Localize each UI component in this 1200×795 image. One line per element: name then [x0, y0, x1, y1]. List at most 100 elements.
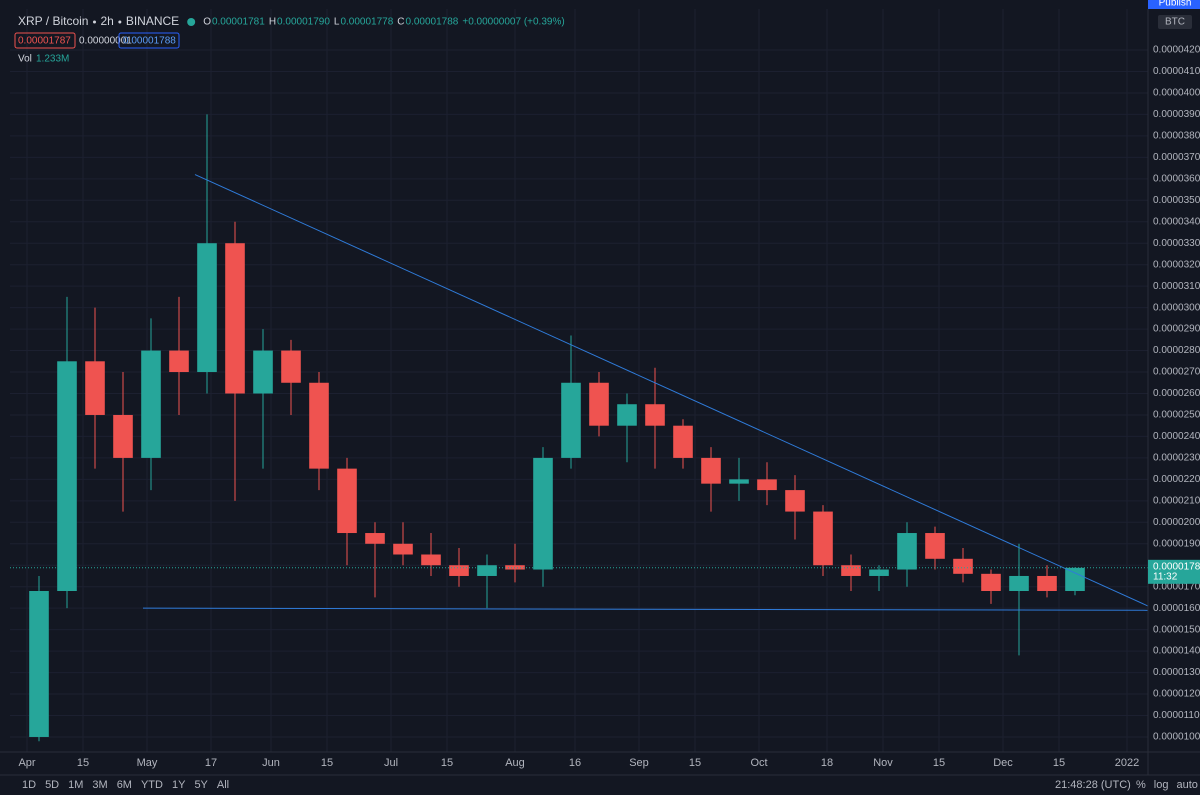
candle-body [477, 565, 497, 576]
separator-dot [118, 20, 122, 24]
last-price-label: 0.00001788 [1153, 561, 1200, 572]
timeframe-button[interactable]: 3M [92, 779, 107, 791]
candle-body [1009, 575, 1029, 591]
timeframe-button[interactable]: 1M [68, 779, 83, 791]
x-tick-label: 2022 [1115, 757, 1139, 769]
timeframe-button[interactable]: 6M [117, 779, 132, 791]
volume-label: Vol [18, 54, 32, 65]
y-tick-label: 0.00004200 [1153, 45, 1200, 56]
timeframe-button[interactable]: YTD [141, 779, 163, 791]
x-tick-label: Apr [18, 757, 35, 769]
bid: 0.00001787 [18, 36, 71, 47]
candle-body [841, 565, 861, 576]
x-tick-label: 17 [205, 757, 217, 769]
ask: 0.00001788 [123, 36, 176, 47]
candle-body [673, 425, 693, 458]
ohlc-value: 0.00001788 [406, 17, 459, 28]
currency-label[interactable]: BTC [1165, 17, 1185, 28]
publish-label[interactable]: Publish [1159, 0, 1192, 9]
candle-body [253, 350, 273, 394]
timeframe-button[interactable]: 5Y [194, 779, 208, 791]
x-tick-label: 15 [933, 757, 945, 769]
candle-body [869, 569, 889, 576]
candle-body [393, 543, 413, 555]
candle-body [701, 457, 721, 484]
x-tick-label: Dec [993, 757, 1013, 769]
candle-body [1037, 575, 1057, 591]
timeframe-button[interactable]: 1Y [172, 779, 186, 791]
x-tick-label: 15 [689, 757, 701, 769]
x-tick-label: Aug [505, 757, 525, 769]
separator-dot [92, 20, 96, 24]
ohlc-key: L [334, 17, 340, 28]
y-tick-label: 0.00001100 [1153, 710, 1200, 721]
x-tick-label: 18 [821, 757, 833, 769]
candle-body [281, 350, 301, 383]
candle-body [169, 350, 189, 373]
timeframe-button[interactable]: 1D [22, 779, 36, 791]
clock: 21:48:28 (UTC) [1055, 779, 1131, 791]
x-tick-label: May [137, 757, 158, 769]
x-tick-label: Jul [384, 757, 398, 769]
candle-body [953, 558, 973, 574]
ohlc-value: 0.00001790 [277, 17, 330, 28]
candle-body [113, 414, 133, 458]
scale-option[interactable]: auto [1176, 779, 1197, 791]
candle-body [785, 490, 805, 512]
trendline [194, 174, 1149, 607]
currency-badge[interactable] [1158, 15, 1192, 29]
ohlc-value: 0.00001781 [212, 17, 265, 28]
symbol: XRP / Bitcoin [18, 14, 88, 28]
bid-box[interactable] [14, 32, 76, 49]
candle-body [561, 382, 581, 458]
last-price-badge [1148, 559, 1200, 584]
candle-body [57, 361, 77, 591]
x-tick-label: 15 [321, 757, 333, 769]
candle-body [589, 382, 609, 426]
candle-body [365, 533, 385, 544]
candle-body [225, 243, 245, 394]
ohlc-key: H [269, 17, 276, 28]
market-status [187, 18, 196, 26]
x-tick-label: 15 [1053, 757, 1065, 769]
candle-body [645, 404, 665, 426]
timeframe-button[interactable]: All [217, 779, 229, 791]
candle-body [813, 511, 833, 566]
ask-box[interactable] [118, 32, 180, 49]
timeframe-button[interactable]: 5D [45, 779, 59, 791]
scale-option[interactable]: log [1154, 779, 1169, 791]
candle-body [337, 468, 357, 534]
candle-body [897, 533, 917, 570]
spread: 0.00000001 [79, 36, 132, 47]
countdown: 11:32 [1153, 571, 1178, 582]
x-tick-label: 15 [441, 757, 453, 769]
x-tick-label: Nov [873, 757, 893, 769]
publish-button[interactable] [1148, 0, 1200, 9]
scale-option[interactable]: % [1136, 779, 1146, 791]
top-toolbar [0, 0, 1148, 9]
x-tick-label: 16 [569, 757, 581, 769]
candle-body [533, 457, 553, 570]
interval: 2h [100, 14, 113, 28]
